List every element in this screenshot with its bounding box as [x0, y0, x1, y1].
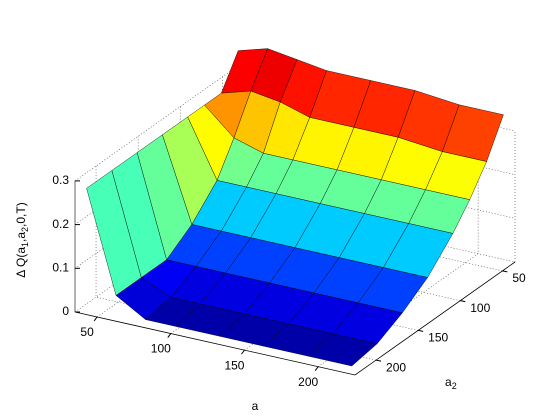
z-axis-label-part: ,a [14, 232, 28, 242]
z-axis-label-part: ,0,T) [14, 202, 28, 227]
axis-line [74, 261, 516, 376]
grid-line [317, 122, 479, 367]
y-tick-label: 100 [470, 301, 490, 315]
y-tick [375, 359, 382, 362]
x-tick [167, 333, 172, 338]
z-axis-label-part: 1 [20, 242, 30, 247]
x-tick-label: 100 [151, 342, 171, 356]
x-axis-label: a [252, 399, 259, 413]
y-tick [502, 270, 508, 273]
y-axis-label: a2 [445, 375, 457, 391]
z-axis-label-part: Δ Q(a [14, 247, 28, 278]
z-tick-label: 0.3 [52, 173, 69, 187]
y-axis-label-part: 2 [452, 381, 457, 391]
x-tick [241, 349, 245, 355]
y-axis-label-part: a [445, 375, 452, 389]
y-tick-label: 200 [386, 360, 406, 374]
z-tick-label: 0 [62, 304, 69, 318]
x-tick-label: 50 [80, 325, 94, 339]
y-tick [418, 329, 424, 332]
z-tick-label: 0.2 [52, 217, 69, 231]
x-tick-label: 200 [298, 375, 318, 389]
z-axis-label-part: 2 [20, 227, 30, 232]
x-tick [93, 316, 98, 322]
y-tick-label: 50 [512, 271, 526, 285]
x-tick-label: 150 [224, 358, 244, 372]
y-tick-label: 150 [428, 331, 448, 345]
z-axis-label: Δ Q(a1,a2,0,T) [14, 202, 30, 277]
x-tick [314, 366, 319, 372]
y-tick [460, 300, 466, 303]
z-tick-label: 0.1 [52, 260, 69, 274]
surface-patch [307, 333, 378, 367]
